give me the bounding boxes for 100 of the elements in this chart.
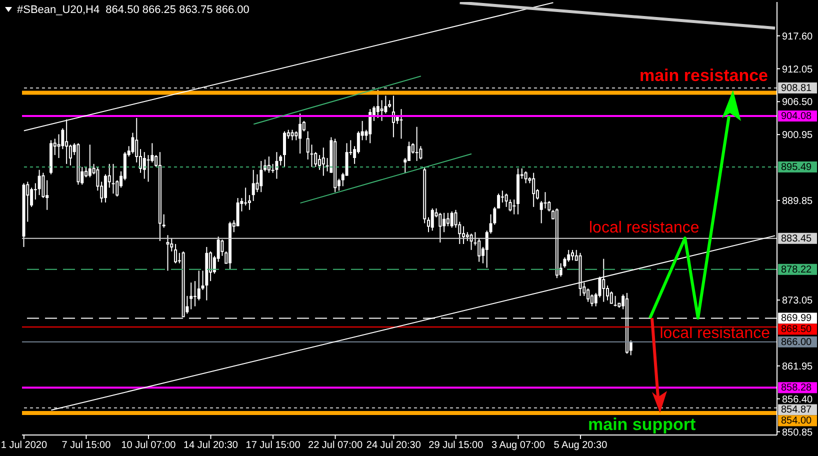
x-tick-label: 3 Aug 07:00 bbox=[492, 440, 546, 451]
candlestick bbox=[314, 152, 318, 168]
candlestick bbox=[236, 198, 240, 227]
y-tick-label: 900.95 bbox=[782, 130, 814, 142]
candlestick bbox=[244, 187, 248, 206]
ref-line-label: 878.22 bbox=[781, 264, 812, 275]
candlestick bbox=[162, 214, 166, 228]
y-tick-label: 912.05 bbox=[782, 64, 814, 76]
x-tick-label: 22 Jul 07:00 bbox=[308, 440, 363, 451]
candlestick bbox=[68, 144, 72, 166]
y-tick-label: 906.50 bbox=[782, 97, 814, 108]
candlestick bbox=[470, 233, 473, 250]
candlestick bbox=[283, 130, 286, 168]
candlestick bbox=[400, 108, 403, 140]
x-tick-label: 24 Jul 20:30 bbox=[366, 440, 422, 451]
y-tick-label: 889.85 bbox=[782, 196, 814, 207]
candlestick bbox=[252, 169, 255, 202]
y-tick-label: 873.05 bbox=[782, 296, 814, 307]
ref-line-label: 866.00 bbox=[781, 336, 812, 348]
candlestick bbox=[380, 100, 384, 122]
candlestick bbox=[544, 192, 547, 209]
candlestick bbox=[174, 244, 178, 264]
candlestick bbox=[345, 142, 348, 176]
candlestick bbox=[193, 280, 196, 307]
ref-line-label: 904.08 bbox=[781, 110, 812, 122]
y-tick-label: 861.95 bbox=[782, 361, 814, 372]
candlestick bbox=[438, 212, 442, 244]
candlestick bbox=[524, 170, 528, 184]
ref-line-label: 895.49 bbox=[781, 161, 812, 172]
ref-line-label: 854.87 bbox=[781, 404, 812, 416]
candlestick bbox=[430, 208, 434, 232]
candlestick bbox=[504, 193, 508, 208]
candlestick bbox=[166, 234, 170, 272]
candlestick bbox=[478, 238, 481, 262]
candlestick bbox=[376, 89, 380, 118]
ref-line-label: 908.81 bbox=[781, 82, 812, 94]
candlestick bbox=[46, 180, 49, 210]
candlestick bbox=[298, 113, 302, 154]
candlestick bbox=[442, 212, 446, 233]
candlestick bbox=[190, 282, 193, 310]
candlestick bbox=[112, 163, 115, 194]
y-tick-label: 917.60 bbox=[782, 31, 814, 42]
candlestick bbox=[38, 169, 41, 196]
candlestick bbox=[260, 160, 263, 193]
candlestick bbox=[131, 132, 134, 154]
x-tick-label: 1 Jul 2020 bbox=[0, 440, 48, 451]
candlestick bbox=[602, 258, 606, 302]
y-tick-label: 856.40 bbox=[782, 394, 814, 406]
x-tick-label: 17 Jul 15:00 bbox=[246, 440, 301, 451]
x-tick-label: 5 Aug 20:30 bbox=[554, 440, 608, 451]
candlestick bbox=[415, 126, 418, 162]
candlestick bbox=[512, 199, 516, 215]
candlestick bbox=[30, 187, 34, 208]
candlestick bbox=[104, 174, 107, 203]
candlestick bbox=[614, 295, 617, 307]
candlestick bbox=[279, 154, 282, 166]
candlestick bbox=[42, 172, 45, 199]
candlestick bbox=[450, 210, 454, 228]
ref-line-label: 869.99 bbox=[781, 312, 812, 324]
x-tick-label: 7 Jul 15:00 bbox=[62, 440, 112, 451]
annotation: main support bbox=[588, 414, 696, 434]
ref-line-label: 868.50 bbox=[781, 324, 812, 335]
candlestick bbox=[532, 172, 536, 208]
x-tick-label: 10 Jul 07:00 bbox=[121, 440, 176, 451]
candlestick bbox=[248, 194, 251, 210]
candlestick bbox=[220, 239, 224, 256]
candlestick bbox=[368, 108, 372, 144]
candlestick bbox=[497, 193, 500, 209]
candlestick bbox=[485, 230, 488, 268]
annotation: local resistance bbox=[589, 218, 700, 236]
candlestick bbox=[209, 250, 212, 282]
candlestick bbox=[567, 249, 570, 262]
candlestick bbox=[548, 200, 551, 212]
candlestick bbox=[146, 154, 150, 182]
candlestick bbox=[590, 294, 594, 307]
candlestick bbox=[290, 129, 294, 141]
annotation: local resistance bbox=[660, 324, 770, 342]
annotation: main resistance bbox=[639, 65, 768, 84]
candlestick bbox=[88, 144, 92, 178]
candlestick bbox=[322, 147, 325, 176]
candlestick bbox=[356, 130, 360, 154]
x-tick-label: 29 Jul 15:00 bbox=[428, 440, 484, 451]
x-tick-label: 14 Jul 20:30 bbox=[184, 440, 238, 451]
candlestick bbox=[170, 238, 174, 252]
candlestick bbox=[610, 290, 613, 304]
chart-title: #SBean_U20,H4 864.50 866.25 863.75 866.00 bbox=[17, 4, 250, 16]
candlestick bbox=[408, 141, 411, 162]
candlestick bbox=[267, 156, 270, 174]
ref-line-label: 854.00 bbox=[781, 415, 812, 426]
candlestick bbox=[275, 152, 278, 180]
candlestick bbox=[197, 270, 200, 301]
candlestick bbox=[318, 154, 322, 170]
candlestick bbox=[586, 288, 590, 302]
candlestick bbox=[462, 226, 466, 245]
candlestick bbox=[570, 249, 574, 261]
ref-line-label: 858.28 bbox=[781, 382, 812, 394]
candlestick bbox=[446, 212, 450, 227]
candlestick bbox=[142, 152, 146, 180]
y-tick-label: 850.85 bbox=[782, 427, 814, 438]
ref-line-label: 883.45 bbox=[781, 232, 812, 244]
